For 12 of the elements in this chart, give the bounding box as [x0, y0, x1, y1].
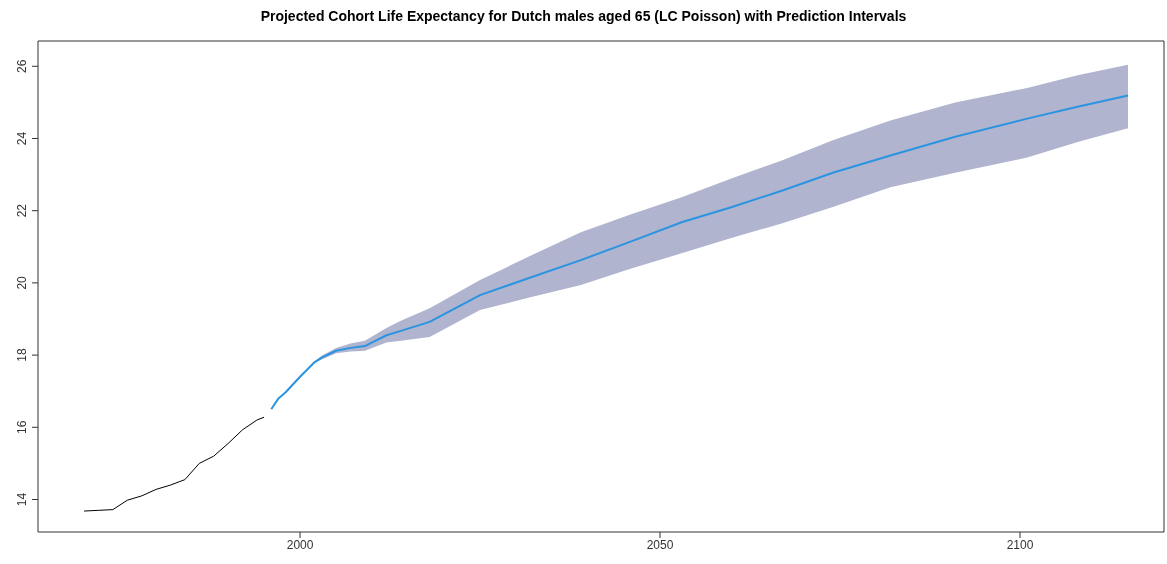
y-tick-label: 16 [15, 420, 29, 434]
y-tick-label: 20 [15, 275, 29, 290]
x-tick-label: 2100 [1006, 537, 1034, 552]
y-tick-label: 14 [15, 492, 29, 507]
line-series [83, 416, 265, 512]
y-tick-label: 22 [15, 203, 29, 218]
y-tick-label: 26 [15, 59, 29, 73]
y-tick-label: 18 [15, 348, 29, 362]
x-tick-label: 2000 [286, 537, 314, 552]
chart-title: Projected Cohort Life Expectancy for Dutch males aged 65 (LC Poisson) with Prediction Intervals [259, 8, 908, 24]
y-tick-label: 24 [15, 131, 29, 146]
x-tick-label: 2050 [646, 537, 674, 552]
